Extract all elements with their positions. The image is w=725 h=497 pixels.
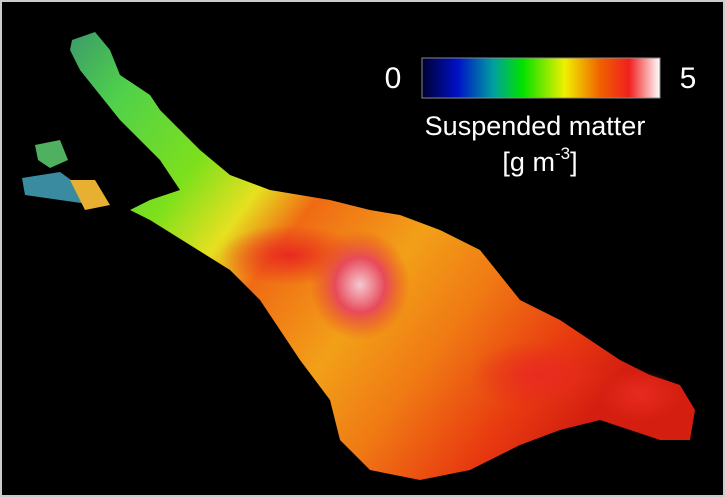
turbid-zone (470, 340, 610, 410)
unit-superscript: -3 (555, 144, 570, 163)
colorbar-max: 5 (680, 62, 697, 95)
colorbar-label: Suspended matter (425, 111, 646, 141)
turbid-core (310, 230, 410, 340)
map-figure: 0 5 Suspended matter [g m-3] (0, 0, 725, 497)
colorbar-ramp (422, 58, 660, 98)
turbid-zone (600, 370, 680, 420)
unit-suffix: ] (570, 147, 578, 177)
colorbar-min: 0 (385, 62, 402, 95)
unit-prefix: [g m (502, 147, 555, 177)
